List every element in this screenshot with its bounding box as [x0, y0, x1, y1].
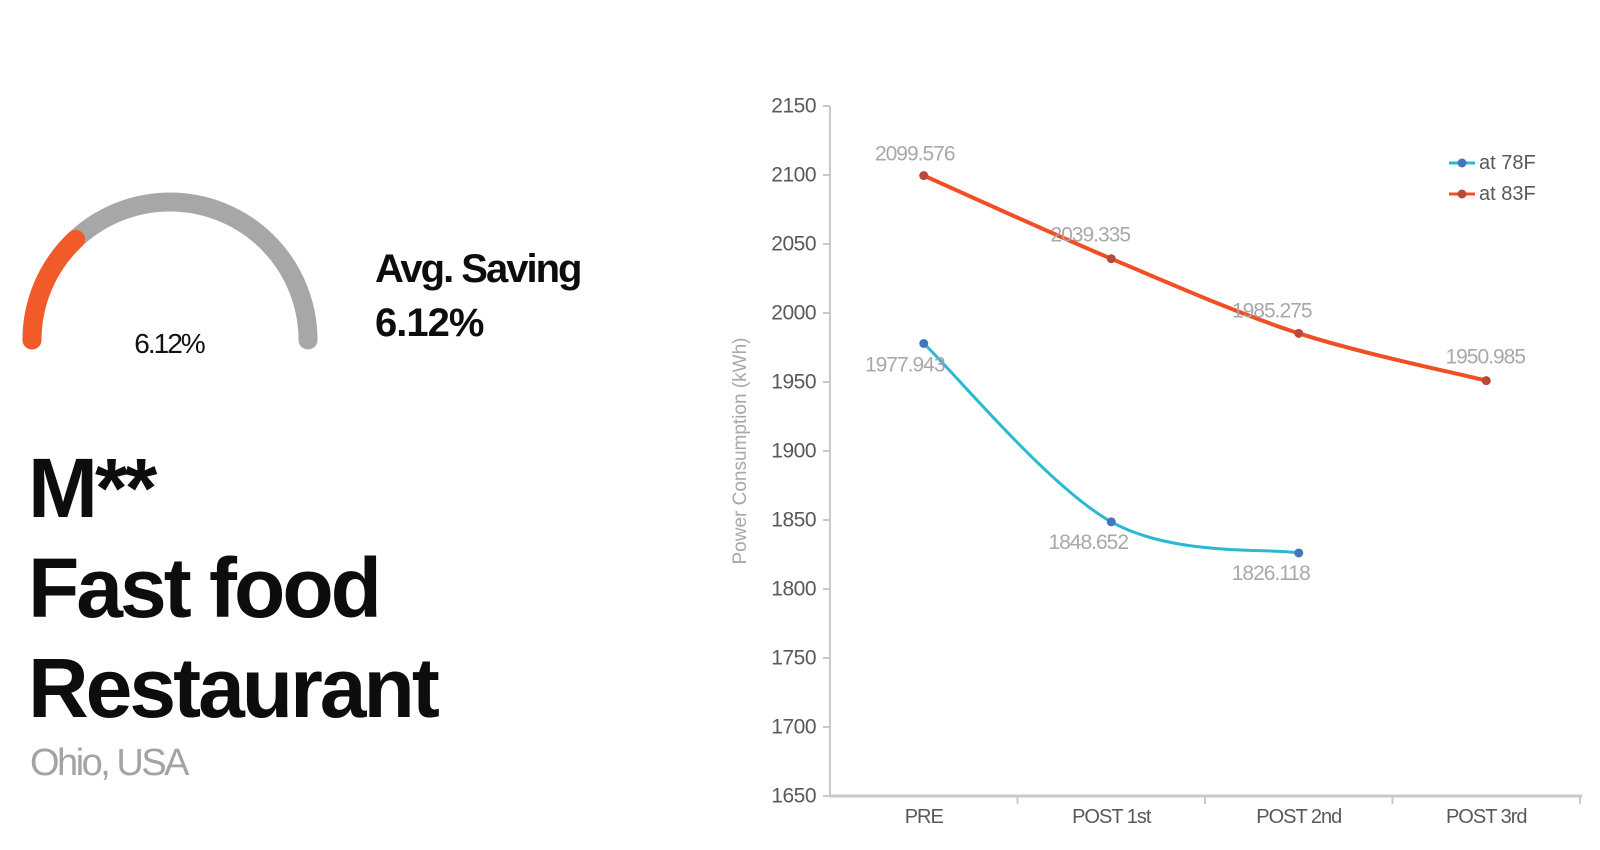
y-tick-label: 1800 [771, 578, 816, 601]
y-tick-label: 1850 [771, 509, 816, 532]
site-title-line3: Restaurant [28, 641, 440, 735]
y-tick-label: 2050 [771, 233, 816, 256]
series-at-78F: 1977.943 1848.652 1826.118 [865, 338, 1311, 585]
data-label: 2039.335 [1050, 224, 1130, 247]
legend: at 78F at 83F [1449, 152, 1536, 205]
y-tick-label: 2000 [771, 302, 816, 325]
y-tick-label: 1700 [771, 716, 816, 739]
legend-marker [1457, 158, 1467, 168]
legend-item-at-78F: at 78F [1449, 152, 1536, 174]
savings-gauge [22, 192, 318, 350]
legend-item-at-83F: at 83F [1449, 183, 1536, 205]
gauge-track [22, 192, 318, 350]
legend-label: at 78F [1479, 152, 1536, 174]
site-location: Ohio, USA [30, 742, 190, 784]
series-line [921, 173, 1489, 383]
data-point [919, 171, 929, 181]
y-tick-label: 1900 [771, 440, 816, 463]
axes: 1650 1700 1750 1800 1850 1900 1950 2000 2050 2100… [771, 95, 1582, 828]
data-label: 1848.652 [1048, 531, 1128, 554]
legend-marker [1457, 189, 1467, 199]
data-label: 1977.943 [865, 353, 945, 376]
data-point [919, 338, 929, 348]
avg-saving-block: Avg. Saving 6.12% [375, 242, 582, 350]
data-point [1106, 254, 1116, 264]
x-tick-label: POST 2nd [1256, 806, 1341, 828]
x-tick-label: POST 3rd [1446, 806, 1527, 828]
x-tick-label: PRE [905, 806, 944, 828]
y-tick-label: 1950 [771, 371, 816, 394]
data-label: 1826.118 [1232, 562, 1310, 585]
data-point [1106, 517, 1116, 527]
site-title: M** Fast food Restaurant [28, 438, 440, 738]
data-label: 1985.275 [1232, 299, 1312, 322]
y-tick-label: 2100 [771, 164, 816, 187]
avg-saving-label: Avg. Saving [375, 247, 582, 291]
gauge-value-label: 6.12% [134, 328, 205, 359]
y-tick-label: 2150 [771, 95, 816, 118]
gauge-fill-arc [22, 229, 85, 350]
data-label: 1950.985 [1445, 346, 1525, 369]
data-point [1481, 376, 1491, 386]
y-tick-label: 1650 [771, 785, 816, 808]
data-point [1294, 548, 1304, 558]
avg-saving-value: 6.12% [375, 301, 484, 345]
data-label: 2099.576 [875, 143, 955, 166]
data-point [1294, 328, 1304, 338]
series-at-83F: 2099.576 2039.335 1985.275 1950.985 [875, 143, 1526, 386]
site-title-line2: Fast food [28, 541, 382, 635]
y-axis-title: Power Consumption (kWh) [730, 337, 751, 564]
y-tick-label: 1750 [771, 647, 816, 670]
legend-label: at 83F [1479, 183, 1536, 205]
site-title-line1: M** [28, 441, 157, 535]
x-tick-label: POST 1st [1072, 806, 1152, 828]
